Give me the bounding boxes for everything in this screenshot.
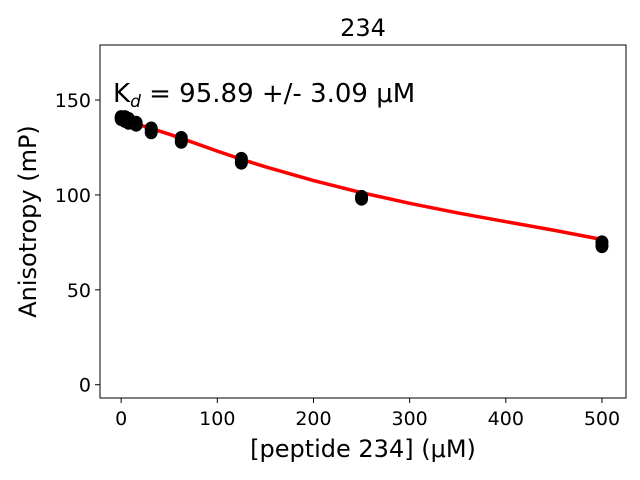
chart-title: 234 xyxy=(340,14,386,42)
y-tick-label: 100 xyxy=(55,185,91,207)
x-tick-label: 0 xyxy=(115,408,127,430)
data-point xyxy=(144,125,158,140)
x-tick-label: 400 xyxy=(488,408,524,430)
y-tick-label: 50 xyxy=(67,280,91,302)
x-tick-label: 500 xyxy=(584,408,620,430)
x-axis-title: [peptide 234] (μM) xyxy=(250,435,476,463)
y-tick-label: 0 xyxy=(79,375,91,397)
y-axis-ticks: 0 50 100 150 xyxy=(55,90,100,397)
data-point xyxy=(234,155,248,170)
data-point xyxy=(174,134,188,149)
y-axis-title: Anisotropy (mP) xyxy=(14,125,42,318)
data-point xyxy=(129,117,143,132)
fit-curve-layer xyxy=(120,117,603,242)
x-tick-label: 300 xyxy=(392,408,428,430)
data-point xyxy=(355,191,369,206)
kd-annotation: Kd = 95.89 +/- 3.09 μM xyxy=(113,79,415,112)
x-tick-label: 100 xyxy=(199,408,235,430)
data-points-layer xyxy=(114,110,609,254)
x-axis-ticks: 0 100 200 300 400 500 xyxy=(115,398,620,430)
fit-curve-line xyxy=(120,117,603,242)
data-point xyxy=(595,239,609,254)
x-tick-label: 200 xyxy=(295,408,331,430)
y-tick-label: 150 xyxy=(55,90,91,112)
plot-frame xyxy=(99,44,627,399)
